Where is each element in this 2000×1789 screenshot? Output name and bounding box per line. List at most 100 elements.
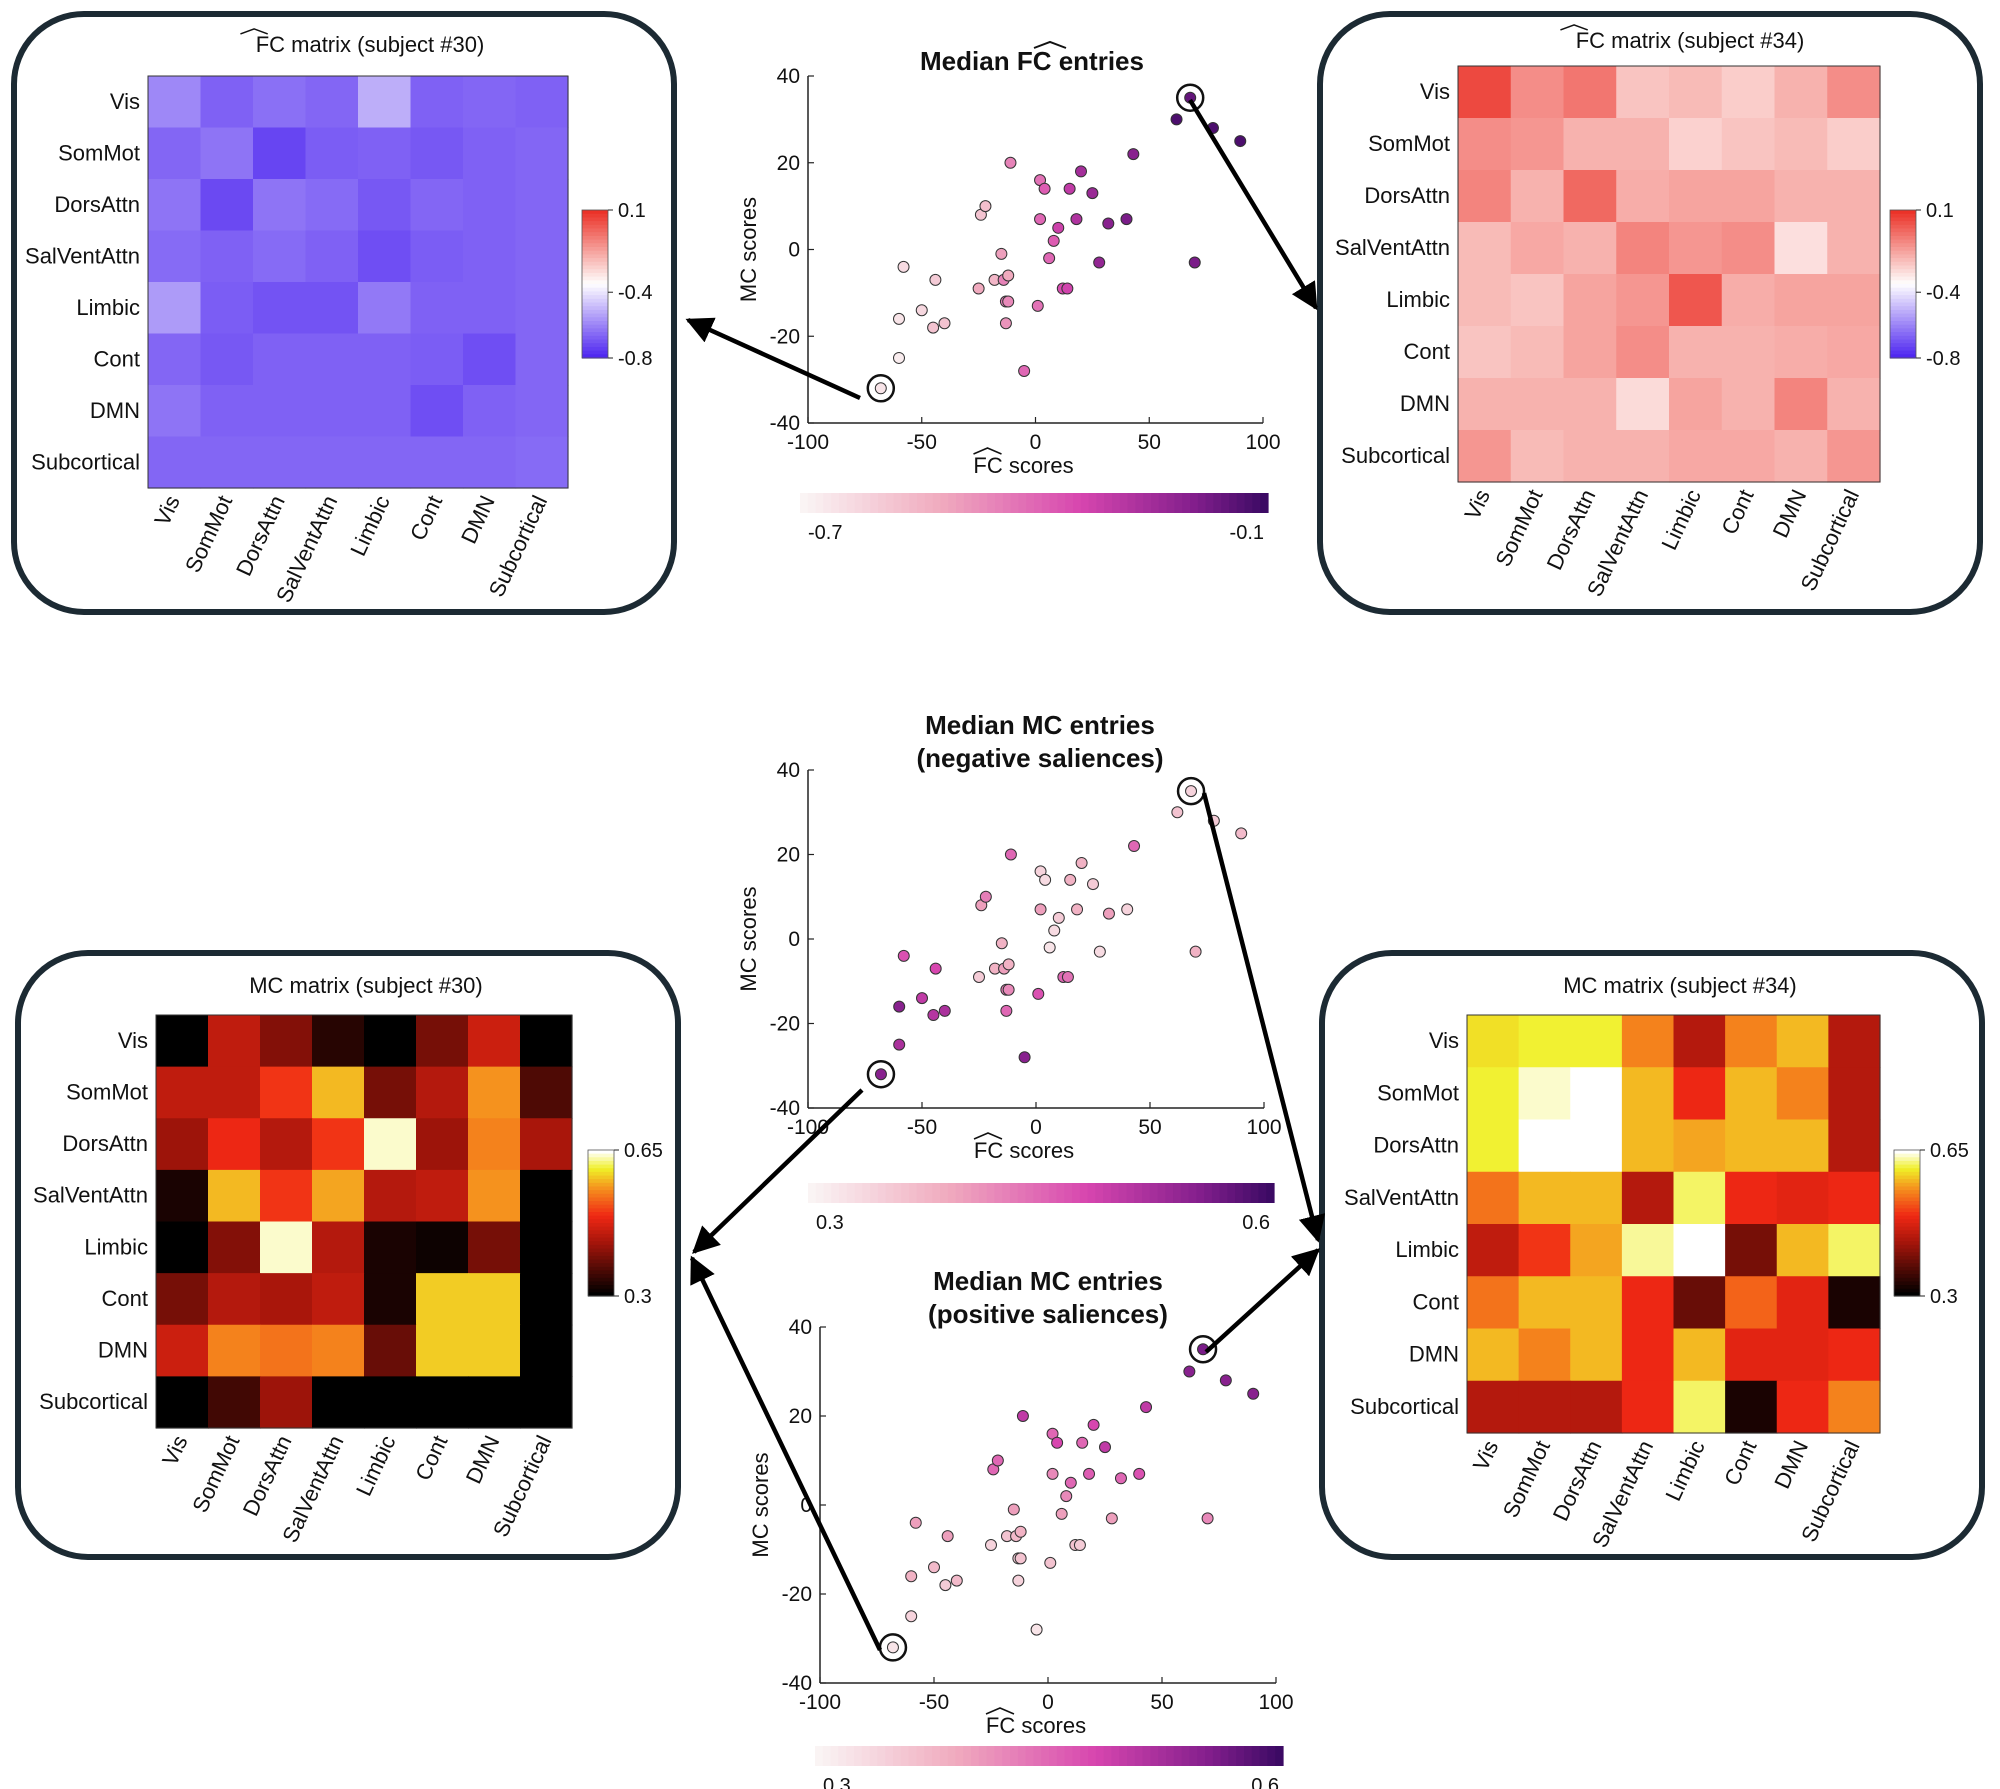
fc34-cell (1458, 170, 1512, 223)
scatter_fc-colorbar-segment (995, 493, 1004, 513)
scatter_mc_neg-colorbar-segment (978, 1183, 988, 1203)
fc34-colorbar-segment (1890, 295, 1916, 300)
scatter_fc-colorbar-segment (1080, 493, 1090, 513)
fc34-colorbar-segment (1890, 265, 1916, 270)
scatter_fc-point (897, 260, 910, 273)
fc34-cell (1721, 118, 1776, 171)
fc34-colorbar-segment (1890, 217, 1916, 222)
fc34-cell (1721, 274, 1776, 327)
mc30-colorbar-segment (588, 1281, 614, 1286)
mc34-colorbar-segment (1894, 1186, 1920, 1191)
fc34-cell (1669, 222, 1723, 275)
scatter_mc_neg-colorbar-segment (1266, 1183, 1275, 1203)
fc30-cell (253, 179, 307, 232)
mc30-cell (364, 1169, 417, 1223)
fc34-cell (1774, 430, 1828, 483)
fc30-cell (515, 179, 569, 232)
scatter_fc-title-hat-mark (1033, 40, 1067, 49)
scatter_fc-colorbar-segment (1041, 493, 1051, 513)
arrow-mc-pos-high-to-subject-34 (1204, 1248, 1320, 1354)
mc30-cell (416, 1324, 469, 1377)
scatter_mc_pos-colorbar-segment (861, 1746, 871, 1766)
scatter_mc_pos-point (1014, 1552, 1027, 1565)
fc30-colorbar-segment (582, 343, 608, 348)
fc34-cell (1616, 118, 1670, 171)
fc34-cell (1563, 66, 1617, 119)
mc30-cell (208, 1376, 261, 1429)
scatter_mc_neg-colorbar-segment (846, 1183, 856, 1203)
fc30-row-label: DMN (90, 398, 140, 423)
mc30-cell (156, 1066, 209, 1119)
fc34-cell (1721, 430, 1776, 483)
scatter_mc_neg-colorbar-segment (1103, 1183, 1112, 1203)
fc30-colorbar-segment (582, 328, 608, 333)
fc30-colorbar-segment (582, 221, 608, 226)
mc34-cell (1467, 1015, 1520, 1068)
mc30-colorbar-segment (588, 1285, 614, 1290)
scatter_mc_neg-point (1043, 941, 1056, 954)
fc30-frame (147, 75, 569, 489)
mc30-cell (468, 1169, 521, 1223)
fc30-cell (515, 436, 569, 489)
fc34-row-label: SomMot (1368, 131, 1450, 156)
mc34-colorbar-segment (1894, 1292, 1920, 1297)
scatter_mc_neg-colorbar-segment (1219, 1183, 1228, 1203)
mc34-cell (1828, 1171, 1881, 1225)
mc34-cell (1518, 1171, 1571, 1225)
fc34-row-label: Vis (1420, 79, 1450, 104)
scatter_mc_neg-colorbar-segment (908, 1183, 918, 1203)
scatter_mc_neg-colorbar-segment (1072, 1183, 1081, 1203)
fc30-colorbar-segment (582, 313, 608, 318)
fc30-cell (200, 385, 254, 438)
fc30-cell (305, 230, 359, 283)
mc34-colorbar-segment (1894, 1233, 1920, 1239)
mc30-cell (416, 1066, 469, 1119)
scatter_mc_neg-colorbar-segment (885, 1183, 895, 1203)
fc30-cell (463, 179, 517, 232)
fc34-cell (1458, 274, 1512, 327)
mc34-colorbar-frame (1893, 1149, 1921, 1297)
scatter_fc-point (915, 304, 928, 317)
fc34-cell (1563, 274, 1617, 327)
fc34-cell (1616, 378, 1670, 431)
scatter_mc_pos-colorbar-segment (1173, 1746, 1183, 1766)
mc30-cell (520, 1273, 573, 1326)
mc34-cell (1673, 1380, 1726, 1434)
scatter_mc_neg-colorbar-segment (932, 1183, 941, 1203)
scatter_mc_neg-x-tick-label: 0 (1030, 1116, 1042, 1139)
fc30-cell (148, 179, 202, 232)
scatter_fc-highlight-ring (866, 374, 896, 403)
mc34-cell (1467, 1224, 1520, 1277)
mc34-colorbar-segment (1894, 1285, 1920, 1290)
scatter_mc_pos-y-tick-label: 40 (789, 1316, 812, 1339)
scatter_mc_pos-point (1076, 1436, 1089, 1449)
mc34-cell (1518, 1067, 1571, 1121)
scatter_fc-point (999, 317, 1012, 330)
mc30-cell (468, 1118, 521, 1171)
fc30-colorbar-segment (582, 258, 608, 263)
scatter_mc_pos-point (905, 1610, 918, 1623)
mc34-colorbar-segment (1894, 1252, 1920, 1257)
scatter_fc-colorbar-segment (1127, 493, 1136, 513)
fc30-row-label: Vis (110, 89, 140, 114)
mc34-cell (1518, 1276, 1571, 1330)
scatter_mc_neg-colorbar-segment (1025, 1183, 1034, 1203)
fc30-colorbar-segment (582, 287, 608, 292)
scatter_mc_pos-colorbar-segment (885, 1746, 894, 1766)
fc30-cell (200, 230, 254, 283)
mc34-colorbar-segment (1894, 1193, 1920, 1199)
fc30-cell (148, 385, 202, 438)
scatter_mc_neg-y-tick-label: -40 (770, 1097, 800, 1120)
scatter_mc_pos-colorbar-segment (1041, 1746, 1050, 1766)
mc34-cell (1518, 1224, 1571, 1277)
mc30-colorbar-segment (588, 1241, 614, 1246)
scatter_mc_neg-point (1048, 924, 1061, 937)
scatter_mc_neg-colorbar-segment (1095, 1183, 1104, 1203)
scatter_mc_pos-point (1087, 1418, 1100, 1431)
mc30-cell (312, 1324, 365, 1377)
scatter_mc_pos-point (1133, 1467, 1146, 1480)
scatter_mc_pos-x-tick-label: -50 (919, 1691, 949, 1714)
scatter_fc-colorbar-segment (1119, 493, 1129, 513)
scatter_mc_pos-point (1247, 1387, 1260, 1400)
